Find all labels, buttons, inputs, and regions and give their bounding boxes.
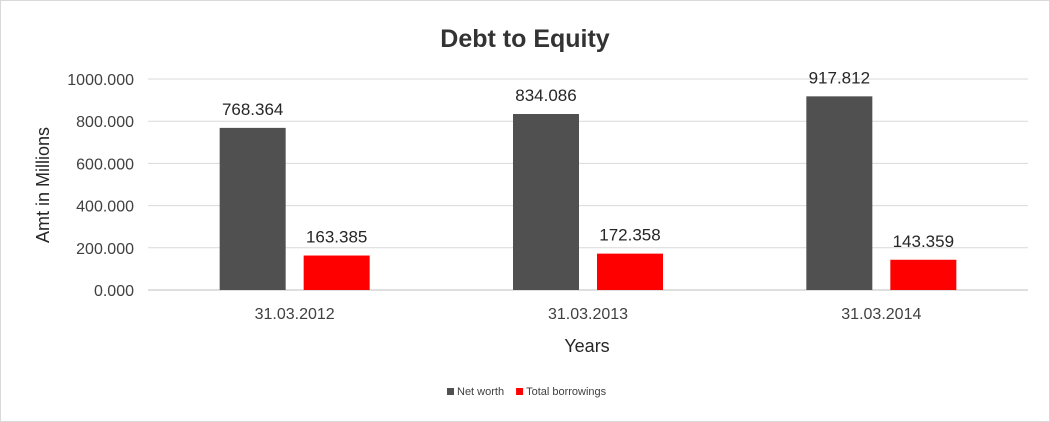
legend: Net worth Total borrowings [447, 386, 607, 398]
x-tick-label: 31.03.2014 [841, 306, 921, 323]
y-tick-label: 800.000 [76, 114, 134, 131]
x-axis-ticks: 31.03.2012 31.03.2013 31.03.2014 [255, 306, 922, 323]
y-axis-title: Amt in Millions [33, 127, 53, 243]
chart-title: Debt to Equity [440, 25, 610, 53]
y-tick-label: 400.000 [76, 199, 134, 216]
bar-net-worth [513, 114, 579, 291]
bar-total-borrowings [890, 259, 957, 290]
data-label: 834.086 [515, 86, 576, 105]
y-tick-label: 200.000 [76, 241, 134, 258]
data-label: 143.359 [893, 232, 954, 251]
data-label: 768.364 [222, 100, 283, 119]
legend-label: Net worth [457, 386, 504, 398]
y-axis-ticks: 0.000 200.000 400.000 600.000 800.000 1000.00… [67, 72, 134, 300]
bar-net-worth [219, 127, 286, 290]
legend-label: Total borrowings [526, 386, 607, 398]
y-tick-label: 0.000 [94, 283, 134, 300]
gridlines [148, 78, 1028, 291]
data-label: 917.812 [809, 68, 870, 87]
legend-swatch [447, 388, 454, 395]
bars [219, 96, 957, 291]
data-label: 172.358 [599, 226, 660, 245]
y-tick-label: 1000.000 [67, 72, 134, 89]
legend-swatch [516, 388, 524, 395]
data-label: 163.385 [306, 228, 367, 247]
x-axis-title: Years [564, 336, 609, 356]
bar-total-borrowings [303, 255, 370, 290]
x-tick-label: 31.03.2013 [548, 306, 628, 323]
bar-net-worth [806, 96, 873, 290]
data-labels: 768.364 163.385 834.086 172.358 917.812 143.3… [222, 68, 954, 250]
y-tick-label: 600.000 [76, 156, 134, 173]
bar-total-borrowings [597, 253, 663, 290]
x-tick-label: 31.03.2012 [255, 306, 335, 323]
